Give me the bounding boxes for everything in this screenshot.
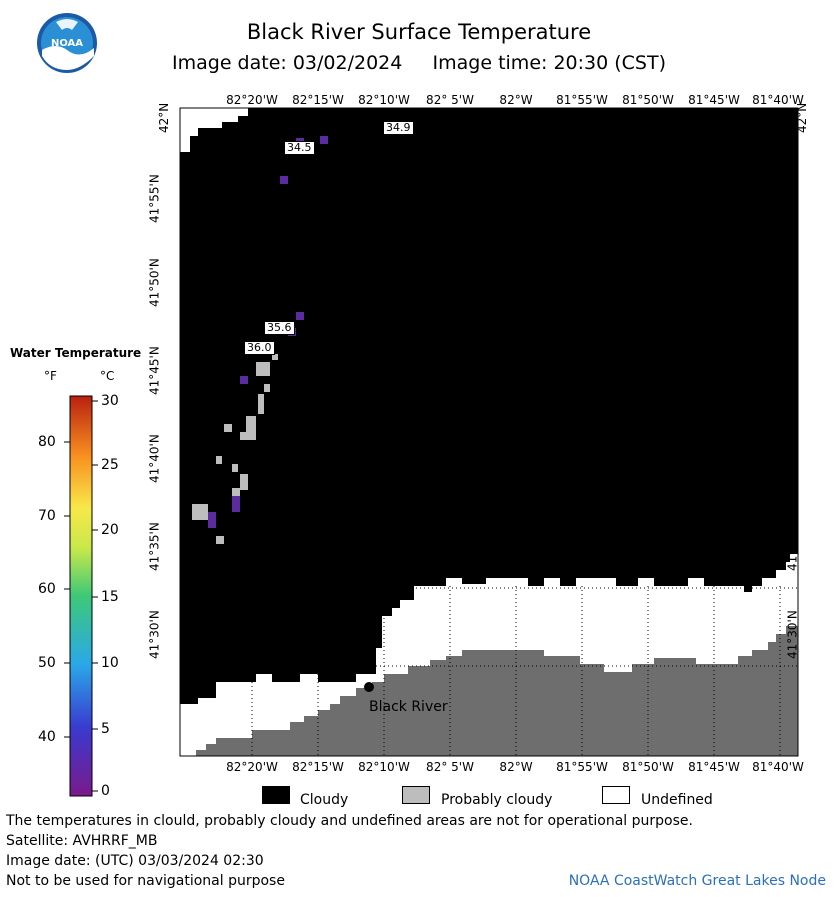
lon-tick-top: 82°15'W — [292, 93, 344, 107]
image-datetime: Image date: 03/02/2024 Image time: 20:30… — [172, 52, 666, 74]
colorbar-c-tick: 10 — [101, 655, 119, 671]
colorbar-c-tick: 5 — [101, 721, 110, 737]
land-area — [180, 626, 798, 756]
lat-tick-right: 41°30'N — [785, 610, 800, 659]
footer-utc-date: Image date: (UTC) 03/03/2024 02:30 — [6, 853, 264, 869]
legend-probably-cloudy-label: Probably cloudy — [441, 792, 553, 808]
legend-cloudy-label: Cloudy — [300, 792, 349, 808]
colorbar-f-tick: 80 — [38, 434, 56, 450]
black-river-marker-icon — [364, 682, 374, 692]
lat-tick-right: 41°55'N — [785, 174, 800, 223]
undefined-area-north — [180, 108, 248, 152]
colorbar-f-tick: 40 — [38, 729, 56, 745]
lon-tick-top: 81°55'W — [556, 93, 608, 107]
lat-tick-right: 41°45'N — [785, 346, 800, 395]
legend-probably-cloudy-swatch — [402, 786, 430, 804]
lon-tick-bottom: 82°15'W — [292, 760, 344, 774]
lon-tick-top: 82°20'W — [226, 93, 278, 107]
footer-credit: NOAA CoastWatch Great Lakes Node — [568, 873, 826, 889]
page-title: Black River Surface Temperature — [246, 20, 592, 44]
colorbar-c-tick: 25 — [101, 457, 119, 473]
colorbar-c-tick: 30 — [101, 393, 119, 409]
lon-tick-bottom: 82°W — [499, 760, 533, 774]
lat-tick-left: 41°50'N — [147, 258, 162, 307]
noaa-logo-icon: NOAA — [37, 13, 97, 73]
legend-undefined-label: Undefined — [641, 792, 713, 808]
lon-tick-top: 82°W — [499, 93, 533, 107]
lon-tick-bottom: 81°40'W — [752, 760, 804, 774]
footer-satellite: Satellite: AVHRRF_MB — [6, 833, 158, 849]
graticule — [180, 586, 798, 756]
lat-tick-left: 41°45'N — [147, 346, 162, 395]
colorbar-f-tick: 50 — [38, 655, 56, 671]
legend-cloudy-swatch — [262, 786, 290, 804]
unit-fahrenheit: °F — [44, 369, 57, 383]
lon-tick-bottom: 81°55'W — [556, 760, 608, 774]
unit-celsius: °C — [100, 369, 115, 383]
temperature-label: 34.9 — [383, 121, 414, 135]
temperature-label: 35.6 — [264, 321, 295, 335]
lat-tick-right: 41°40'N — [785, 434, 800, 483]
temperature-colorbar — [69, 395, 93, 797]
black-river-label: Black River — [369, 699, 448, 715]
lat-tick-right: 41°35'N — [785, 522, 800, 571]
lat-tick-right: 41°50'N — [785, 258, 800, 307]
footer-warning: Not to be used for navigational purpose — [6, 873, 285, 889]
lon-tick-bottom: 82°20'W — [226, 760, 278, 774]
probably-cloudy-pixels — [192, 354, 278, 544]
lon-tick-top: 81°45'W — [688, 93, 740, 107]
lat-tick-left: 41°40'N — [147, 434, 162, 483]
lat-tick-right: 42°N — [794, 102, 809, 133]
lon-tick-bottom: 82° 5'W — [426, 760, 474, 774]
lat-tick-left: 41°55'N — [147, 174, 162, 223]
temperature-label: 34.5 — [284, 141, 315, 155]
colorbar-f-tick: 60 — [38, 581, 56, 597]
colorbar-c-tick: 15 — [101, 589, 119, 605]
lon-tick-top: 81°40'W — [752, 93, 804, 107]
lat-tick-left: 42°N — [156, 102, 171, 133]
colorbar-f-tick: 70 — [38, 508, 56, 524]
lon-tick-bottom: 82°10'W — [358, 760, 410, 774]
lon-tick-bottom: 81°45'W — [688, 760, 740, 774]
legend-undefined-swatch — [602, 786, 630, 804]
colorbar-c-tick: 0 — [101, 783, 110, 799]
colorbar-c-tick: 20 — [101, 522, 119, 538]
lat-tick-left: 41°30'N — [147, 610, 162, 659]
lon-tick-top: 82° 5'W — [426, 93, 474, 107]
colorbar-title: Water Temperature — [10, 346, 142, 360]
temperature-label: 36.0 — [244, 341, 275, 355]
colorbar-ticks — [64, 400, 98, 792]
lon-tick-bottom: 81°50'W — [622, 760, 674, 774]
lon-tick-top: 81°50'W — [622, 93, 674, 107]
lat-tick-left: 41°35'N — [147, 522, 162, 571]
logo-text: NOAA — [51, 38, 83, 49]
footer-note: The temperatures in clould, probably clo… — [6, 813, 693, 829]
lon-tick-top: 82°10'W — [358, 93, 410, 107]
